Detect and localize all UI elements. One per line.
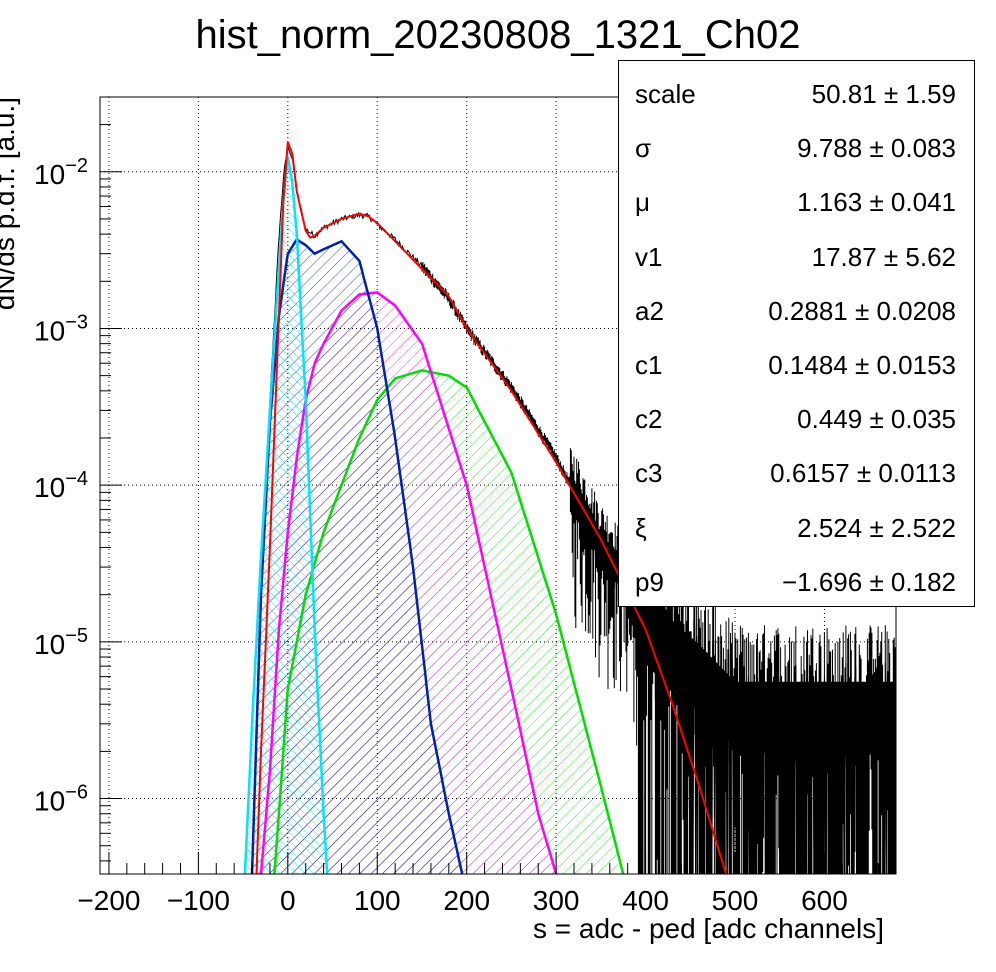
stats-row: p9 −1.696 ± 0.182 (619, 553, 974, 607)
stats-param-name: c2 (635, 404, 663, 435)
x-axis-label: s = adc - ped [adc channels] (533, 913, 884, 944)
fit-stats-box: scale 50.81 ± 1.59 σ 9.788 ± 0.083 μ 1.163 ± … (618, 60, 975, 607)
y-tick-label: 10−4 (34, 468, 88, 503)
x-tick-label: 500 (712, 885, 759, 916)
stats-param-name: p9 (635, 566, 664, 597)
x-tick-label: −200 (77, 885, 140, 916)
x-tick-label: 600 (801, 885, 848, 916)
x-tick-label: −100 (167, 885, 230, 916)
stats-row: ξ 2.524 ± 2.522 (619, 499, 974, 553)
stats-param-value: −1.696 ± 0.182 (781, 566, 956, 597)
stats-row: a2 0.2881 ± 0.0208 (619, 282, 974, 336)
stats-param-name: ξ (635, 512, 647, 543)
stats-param-name: scale (635, 79, 696, 109)
x-tick-label: 200 (443, 885, 490, 916)
stats-param-name: c1 (635, 350, 663, 380)
stats-param-value: 9.788 ± 0.083 (797, 133, 956, 164)
stats-row: scale 50.81 ± 1.59 (619, 65, 974, 119)
stats-row: σ 9.788 ± 0.083 (619, 119, 974, 173)
1pe-component-curve (250, 237, 464, 874)
component-fills (244, 156, 624, 874)
y-tick-label: 10−3 (34, 311, 88, 346)
stats-param-value: 0.2881 ± 0.0208 (768, 295, 956, 326)
series-lines (243, 141, 896, 874)
x-tick-label: 0 (280, 885, 296, 916)
stats-row: c1 0.1484 ± 0.0153 (619, 336, 974, 390)
axes: −200 −100 0 100 200 300 400 500 600 10−6 10−5 10−4 1… (34, 96, 897, 916)
stats-param-name: σ (635, 133, 652, 164)
x-tick-label: 300 (533, 885, 580, 916)
stats-param-name: c3 (635, 458, 663, 489)
stats-param-value: 2.524 ± 2.522 (797, 512, 956, 543)
2pe-component-curve (259, 291, 558, 874)
stats-param-value: 0.449 ± 0.035 (797, 404, 956, 435)
stats-row: c2 0.449 ± 0.035 (619, 390, 974, 444)
y-tick-label: 10−2 (34, 155, 88, 190)
3pe-component-curve (273, 369, 625, 874)
stats-param-name: a2 (635, 295, 664, 326)
total-fit-curve (255, 141, 728, 874)
chart-title: hist_norm_20230808_1321_Ch02 (196, 13, 801, 57)
stats-param-value: 17.87 ± 5.62 (811, 241, 956, 272)
stats-param-value: 50.81 ± 1.59 (811, 79, 956, 109)
stats-param-name: v1 (635, 241, 663, 272)
pedestal-component-fill (244, 156, 328, 874)
stats-param-name: μ (635, 187, 650, 218)
x-tick-label: 100 (354, 885, 401, 916)
stats-param-value: 0.6157 ± 0.0113 (770, 458, 956, 489)
x-tick-label: 400 (622, 885, 669, 916)
y-tick-label: 10−5 (34, 625, 88, 660)
stats-row: c3 0.6157 ± 0.0113 (619, 444, 974, 498)
stats-param-value: 1.163 ± 0.041 (797, 187, 956, 218)
y-axis-label: dN/ds p.d.f. [a.u.] (0, 97, 20, 310)
stats-row: v1 17.87 ± 5.62 (619, 228, 974, 282)
stats-row: μ 1.163 ± 0.041 (619, 173, 974, 227)
stats-param-value: 0.1484 ± 0.0153 (768, 350, 956, 380)
y-tick-label: 10−6 (34, 782, 88, 817)
